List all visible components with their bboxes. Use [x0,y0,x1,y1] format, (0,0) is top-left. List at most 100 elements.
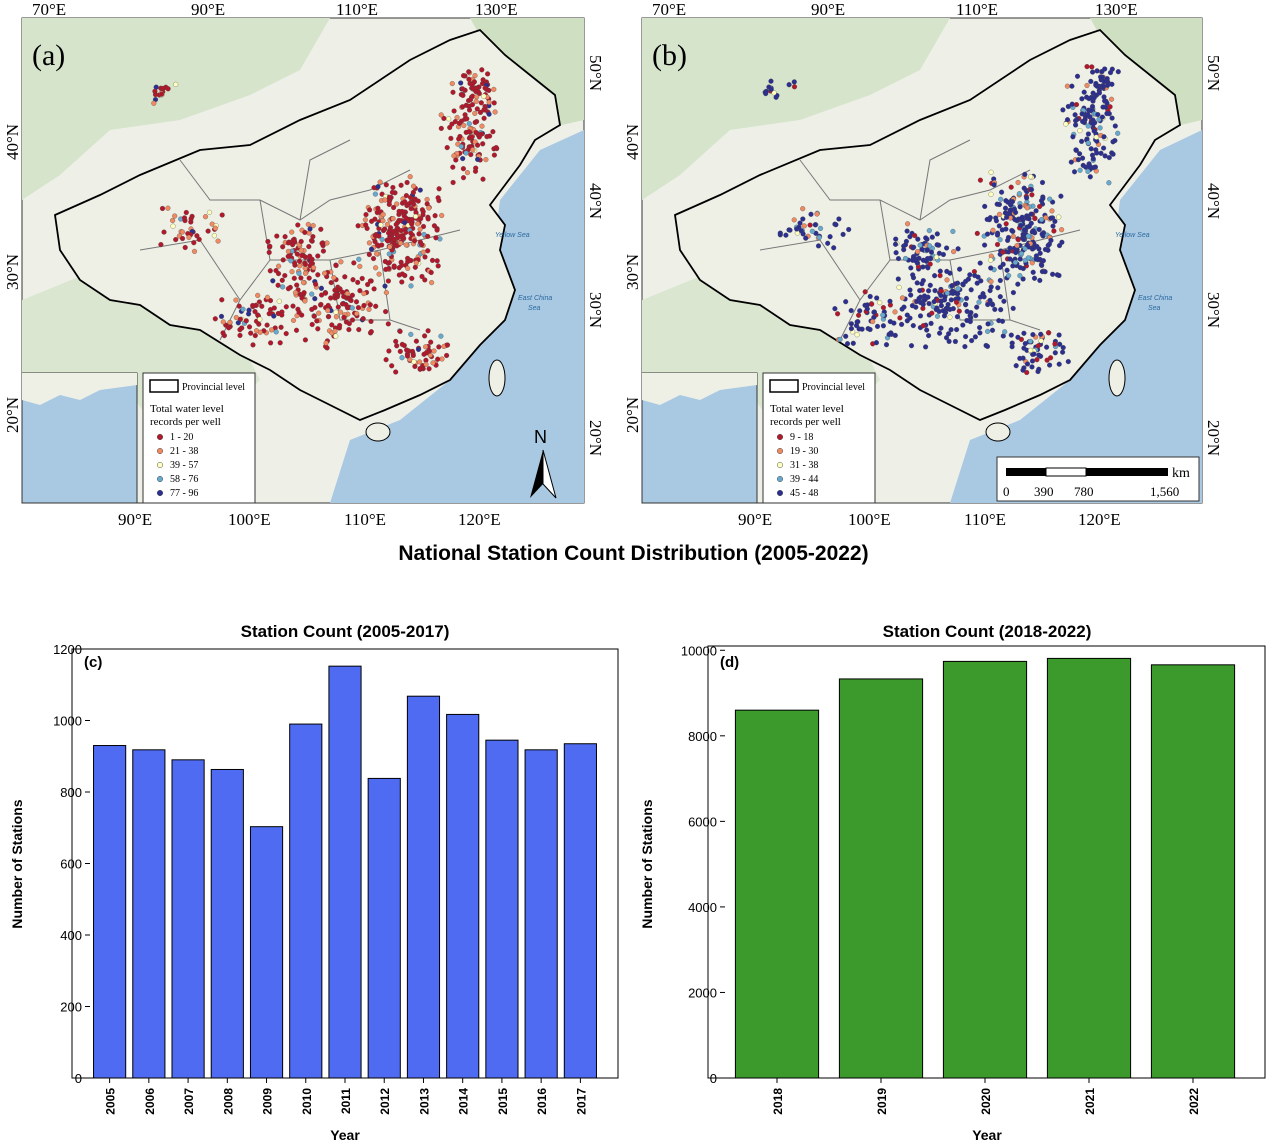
station-point [1029,364,1035,370]
station-point [1104,111,1110,117]
station-point [460,104,466,110]
legend-swatch [156,433,164,441]
station-point [1025,255,1031,261]
station-point [1085,131,1091,137]
station-point [1088,146,1094,152]
station-point [359,275,365,282]
station-point [456,120,462,126]
x-axis-label: Year [330,1127,360,1143]
station-point [1085,140,1091,146]
station-point [342,274,348,280]
station-point [1104,100,1110,106]
station-point [917,242,923,248]
station-point [492,109,498,115]
station-point [333,309,339,315]
station-point [397,348,403,354]
station-point [978,278,984,284]
station-point [386,194,392,200]
station-point [850,340,856,346]
station-point [892,241,899,247]
station-point [848,326,854,332]
lon-tick: 110°E [956,0,998,19]
station-point [934,231,940,237]
station-point [1106,180,1112,186]
station-point [333,314,339,320]
station-point [483,157,489,163]
station-point [300,280,307,286]
station-point [1034,357,1040,363]
station-point [791,84,798,90]
station-point [1098,150,1104,156]
station-point [428,339,434,345]
station-point [988,191,994,197]
x-tick-label: 2009 [261,1088,275,1115]
station-point [329,322,335,328]
station-point [291,275,297,281]
lat-tick: 40°N [586,183,605,219]
station-point [910,272,916,278]
station-point [998,196,1004,202]
station-point [314,318,320,324]
station-point [777,230,783,236]
station-point [1101,134,1107,140]
station-point [920,257,926,263]
station-point [408,331,414,337]
station-point [1043,215,1049,221]
station-point [396,272,402,278]
station-point [278,324,284,330]
station-point [487,133,493,139]
chart-d-svg: Station Count (2018-2022) (d) Number of … [639,622,1266,1143]
station-point [871,314,877,320]
bar-2013 [406,695,441,1079]
station-point [923,344,929,350]
station-point [473,129,479,136]
station-point [361,291,367,297]
station-point [1056,361,1062,367]
station-point [367,278,373,284]
station-point [404,179,410,186]
station-point [159,205,166,212]
station-point [1074,73,1081,79]
station-point [848,321,854,327]
station-point [1024,361,1031,367]
station-point [412,363,418,369]
station-points [151,67,500,375]
station-point [1005,234,1012,241]
station-point [202,214,209,220]
bar-2011 [328,665,362,1079]
station-point [1101,79,1107,85]
sea-region [330,130,584,503]
station-point [302,298,308,304]
station-point [298,247,304,253]
station-point [920,264,926,270]
station-point [880,323,886,329]
panel-label: (c) [84,654,102,671]
station-point [194,233,200,239]
station-point [334,292,340,298]
station-point [481,107,487,113]
station-point [302,270,309,276]
x-ticks: 2005 2006 2007 2008 2009 2010 2011 2012 2013 2014… [104,1078,588,1115]
figure-title: National Station Count Distribution (200… [398,542,869,565]
station-point [927,243,933,249]
station-point [266,249,272,255]
station-point [318,301,324,308]
station-point [999,227,1005,233]
station-point [1100,83,1106,89]
station-point [438,112,444,118]
station-point [391,204,397,211]
province-boundaries [759,139,1081,341]
station-point [873,340,879,346]
station-point [938,303,944,309]
station-point [276,298,282,304]
station-point [910,323,916,329]
station-point [220,330,226,336]
station-point [928,249,934,255]
chart-title: Station Count (2005-2017) [241,622,450,641]
station-point [929,234,935,240]
legend-swatch [156,447,164,455]
lat-tick: 30°N [1204,292,1223,328]
station-point [285,286,291,292]
lat-tick: 20°N [3,397,22,433]
station-point [366,251,372,258]
